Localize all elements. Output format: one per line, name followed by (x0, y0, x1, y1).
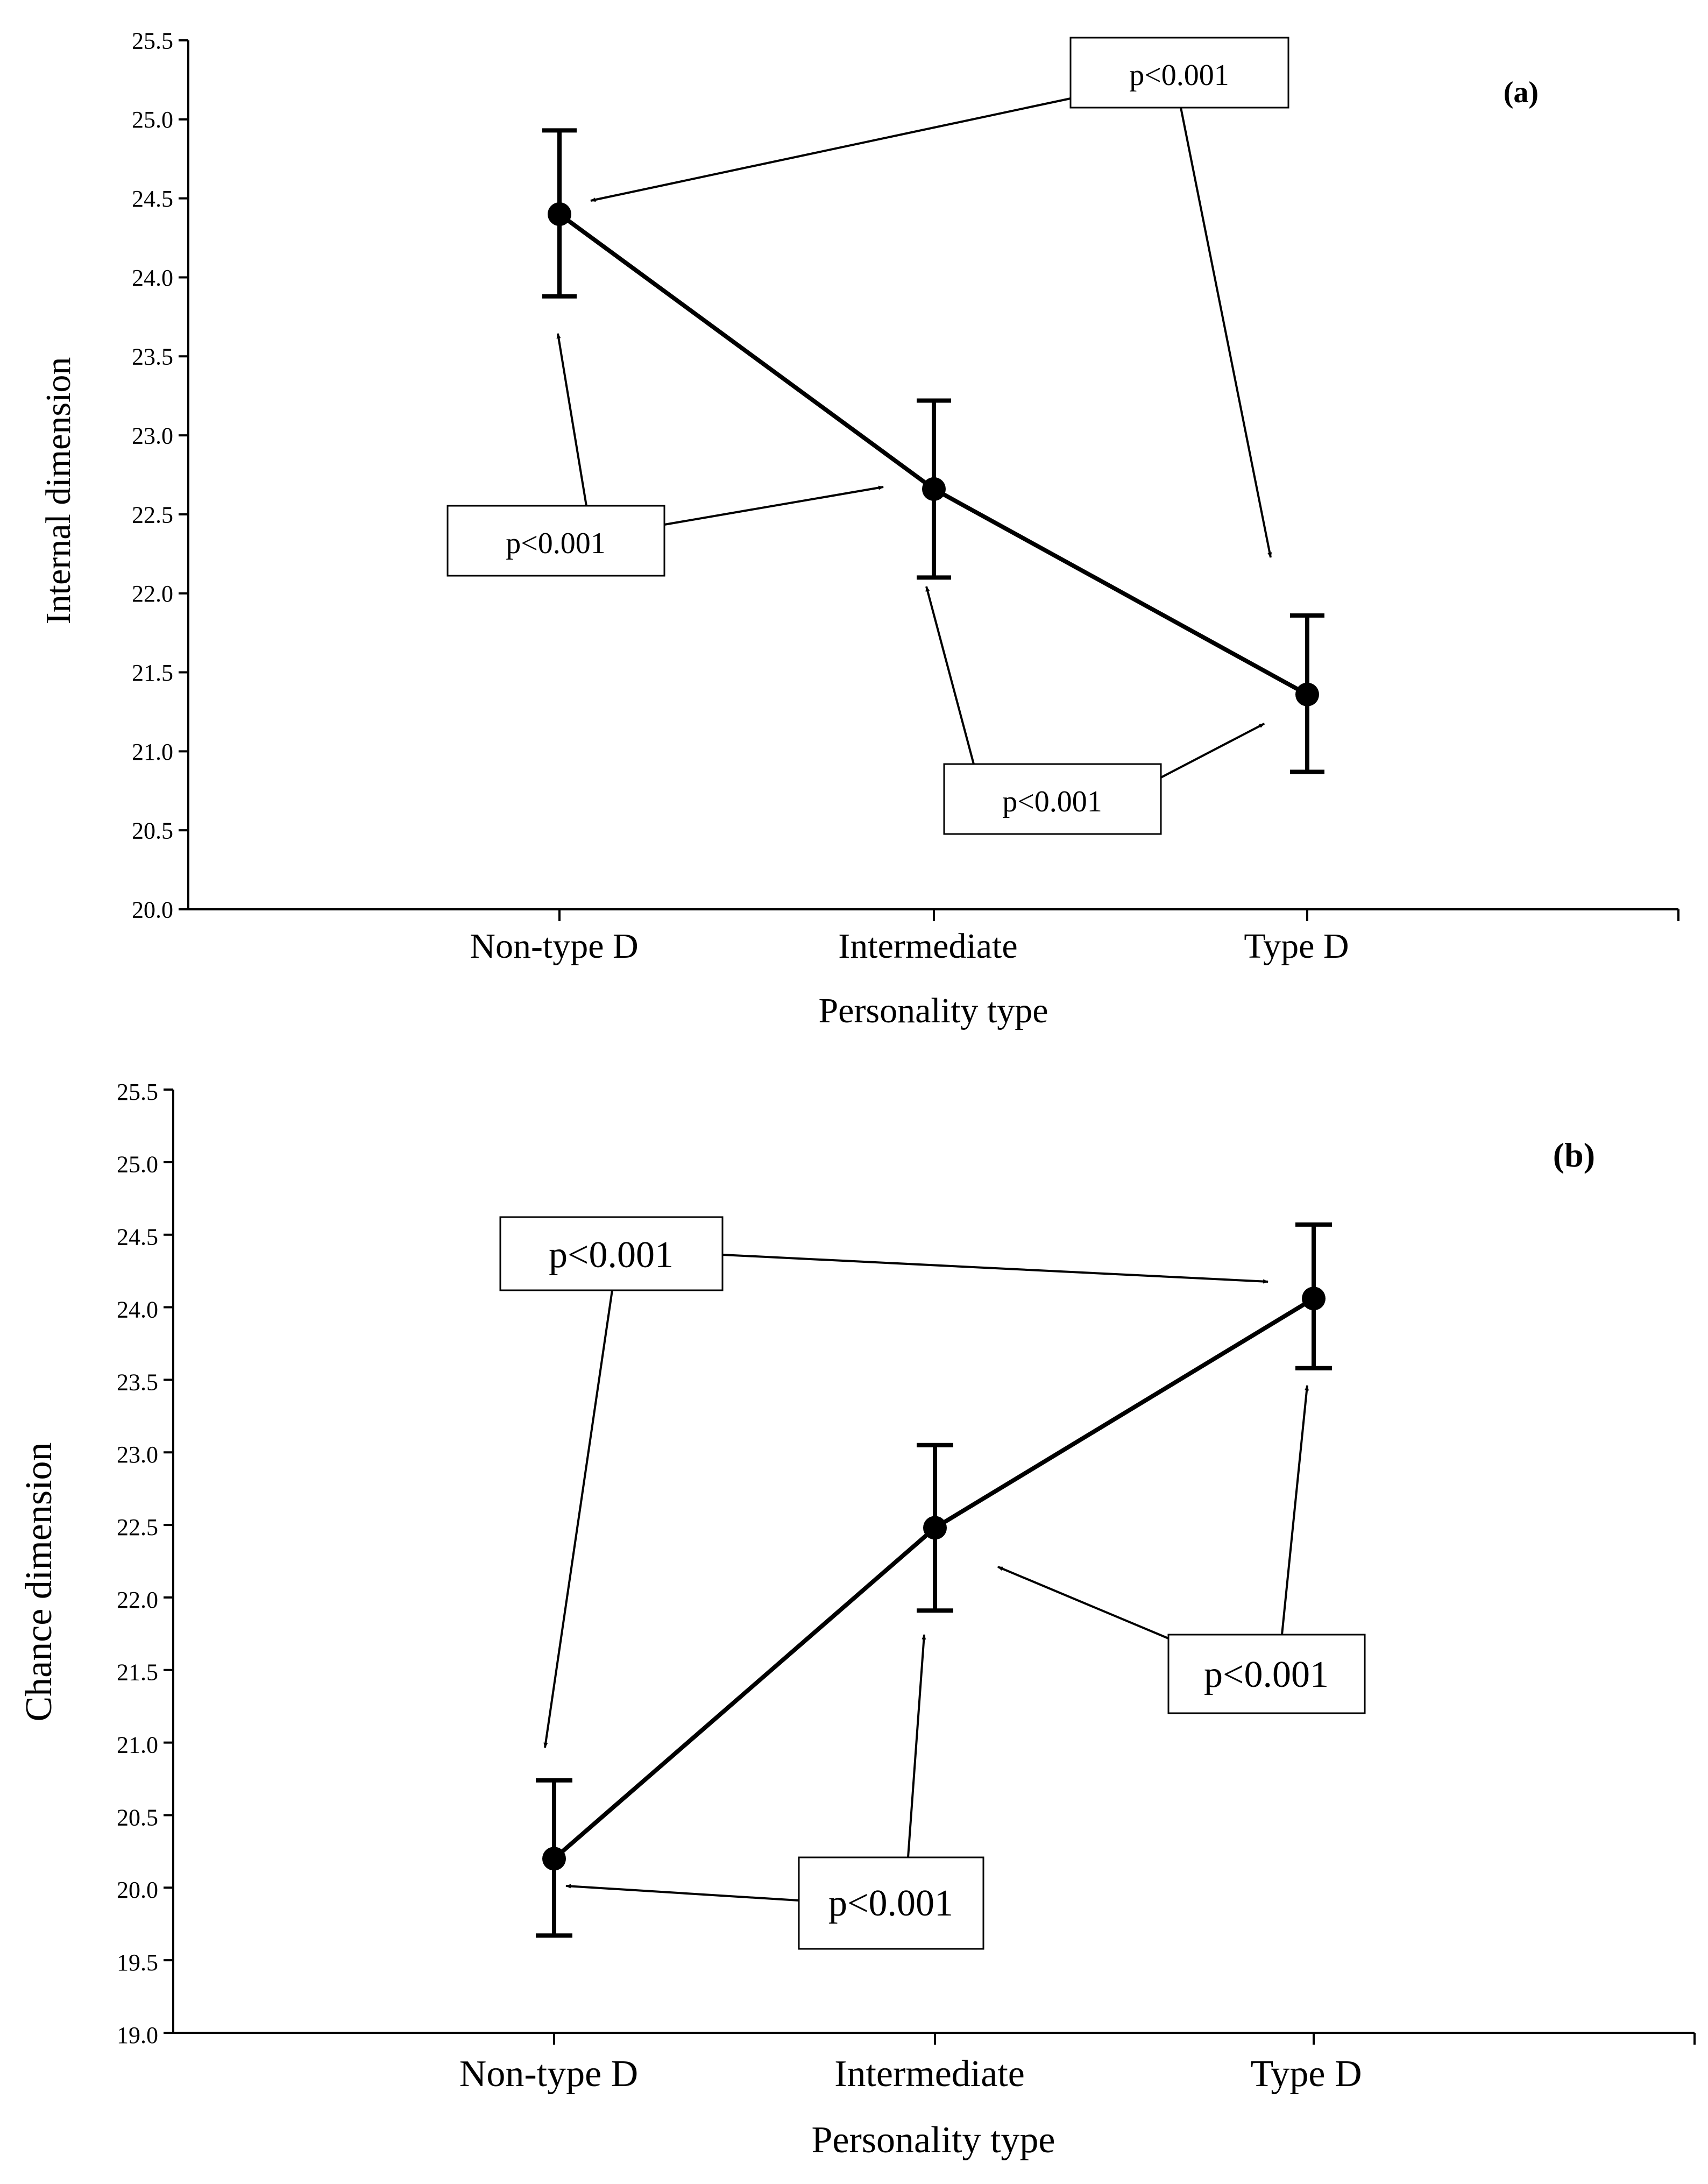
annotation-box (499, 1216, 724, 1291)
y-tick-label: 25.0 (132, 107, 173, 133)
annotation-text: p<0.001 (1204, 1654, 1329, 1695)
y-tick-label: 21.5 (132, 660, 173, 686)
annotation-text: p<0.001 (828, 1883, 953, 1924)
y-tick-label: 21.5 (117, 1659, 158, 1686)
x-axis-title-b: Personality type (812, 2119, 1055, 2161)
annotation-box (1069, 37, 1289, 109)
y-tick-label: 22.5 (132, 501, 173, 528)
series-a (542, 128, 1324, 774)
annotation-text: p<0.001 (549, 1234, 674, 1276)
y-tick-label: 20.0 (117, 1877, 158, 1903)
annotation-arrow (565, 1884, 799, 1902)
annotation-arrow (590, 97, 1071, 202)
data-point (1295, 682, 1319, 706)
annotation-text: p<0.001 (1002, 785, 1102, 818)
data-point (923, 1516, 947, 1540)
category-label: Intermediate (834, 2053, 1025, 2095)
data-point (548, 202, 571, 226)
series-b (536, 1222, 1332, 1938)
annotation-box (943, 763, 1162, 835)
annotation-arrow (722, 1254, 1268, 1284)
axes-a (187, 40, 1679, 921)
annotation-box (1167, 1634, 1366, 1714)
y-tick-label: 23.5 (117, 1369, 158, 1395)
annotation-box (447, 505, 665, 577)
y-tick-label: 20.5 (117, 1804, 158, 1830)
category-label: Non-type D (470, 927, 638, 966)
category-label: Intermediate (838, 927, 1017, 966)
annotation-arrow (556, 333, 587, 506)
y-tick-label: 25.5 (132, 27, 173, 54)
data-point (1302, 1287, 1326, 1311)
y-tick-label: 23.0 (132, 422, 173, 449)
annotation-a-intermediate-vs-typed: p<0.001 (925, 586, 1265, 835)
y-tick-label: 22.0 (117, 1587, 158, 1613)
y-axis-title-a: Internal dimension (39, 357, 78, 625)
data-point (922, 477, 946, 501)
annotation-arrow (1160, 723, 1265, 779)
y-tick-label: 23.0 (117, 1441, 158, 1468)
annotation-text: p<0.001 (506, 527, 606, 560)
panel-label-b: (b) (1553, 1136, 1595, 1174)
annotation-arrow (1281, 1385, 1309, 1635)
y-tick-label: 19.0 (117, 2022, 158, 2048)
annotation-arrow (664, 485, 884, 526)
x-axis-title-a: Personality type (818, 991, 1048, 1030)
y-tick-label: 25.0 (117, 1151, 158, 1178)
y-tick-label: 20.5 (132, 818, 173, 844)
y-tick-label: 19.5 (117, 1949, 158, 1976)
annotation-box (798, 1856, 984, 1950)
y-tick-label: 25.5 (117, 1079, 158, 1105)
y-ticks-a: 20.0 20.5 21.0 21.5 22.0 22.5 23.0 23.5 24.0 24.5… (132, 27, 188, 923)
y-tick-label: 21.0 (117, 1732, 158, 1758)
annotation-arrow (543, 1290, 613, 1748)
category-label: Type D (1251, 2053, 1362, 2095)
x-category-labels-b: Non-type D Intermediate Type D (459, 2053, 1362, 2095)
category-label: Non-type D (459, 2053, 638, 2095)
y-tick-label: 23.5 (132, 344, 173, 370)
annotation-a-nontype-vs-typed: p<0.001 (590, 37, 1289, 558)
annotation-arrow (925, 586, 975, 765)
y-tick-label: 22.0 (132, 581, 173, 607)
y-tick-label: 22.5 (117, 1514, 158, 1540)
y-tick-label: 24.5 (117, 1224, 158, 1250)
annotation-text: p<0.001 (1129, 59, 1229, 92)
y-tick-label: 20.0 (132, 896, 173, 923)
annotation-arrow (997, 1566, 1169, 1639)
x-category-labels-a: Non-type D Intermediate Type D (470, 927, 1349, 966)
y-tick-label: 24.0 (117, 1296, 158, 1323)
y-tick-label: 24.0 (132, 265, 173, 291)
annotation-a-nontype-vs-intermediate: p<0.001 (447, 333, 884, 577)
axes-b (172, 1090, 1696, 2045)
annotation-arrow (907, 1634, 926, 1858)
y-tick-label: 24.5 (132, 186, 173, 212)
panel-b: (b) 19.0 19.5 20.0 20.5 21.0 21.5 22.0 22.5 23.0… (18, 1079, 1696, 2161)
annotation-b-nontype-vs-intermediate: p<0.001 (565, 1634, 984, 1950)
panel-a: (a) 20.0 20.5 21.0 21.5 22.0 22.5 23.0 23.5 24.0… (39, 27, 1679, 1030)
data-point (542, 1847, 566, 1871)
panel-label-a: (a) (1504, 76, 1539, 109)
annotation-arrow (1180, 107, 1272, 558)
y-tick-label: 21.0 (132, 739, 173, 765)
annotation-b-nontype-vs-typed: p<0.001 (499, 1216, 1268, 1748)
y-axis-title-b: Chance dimension (18, 1442, 60, 1721)
y-ticks-b: 19.0 19.5 20.0 20.5 21.0 21.5 22.0 22.5 23.0 23.5… (117, 1079, 173, 2048)
category-label: Type D (1244, 927, 1349, 966)
annotation-b-intermediate-vs-typed: p<0.001 (997, 1385, 1366, 1714)
